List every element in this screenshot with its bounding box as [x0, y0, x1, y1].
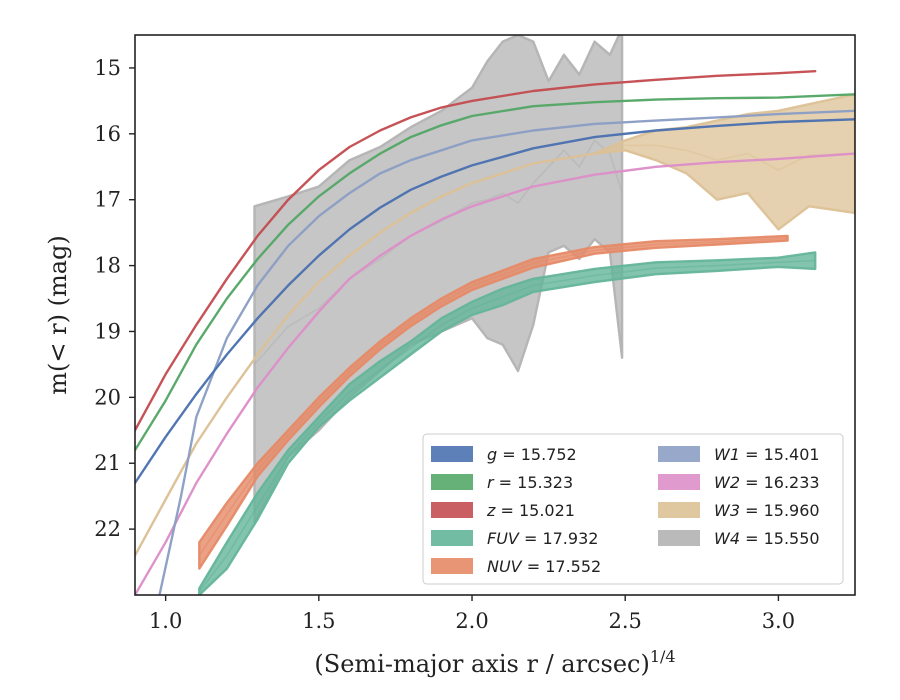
legend-swatch-w4 [658, 530, 700, 546]
x-axis-ticks: 1.0 1.5 2.0 2.5 3.0 [149, 595, 795, 633]
x-tick-label: 3.0 [762, 609, 795, 633]
series-line-fuv [198, 259, 816, 593]
series-line-z [135, 70, 816, 431]
y-tick-label: 15 [94, 56, 121, 80]
legend-label-r: r = 15.323 [487, 473, 573, 492]
series-band-nuv [198, 234, 789, 570]
legend-swatch-g [431, 446, 473, 462]
series-line-r [135, 93, 855, 451]
x-tick-label: 2.0 [455, 609, 488, 633]
y-axis-ticks: 15 16 17 18 19 20 21 22 [94, 56, 135, 541]
series-line-w2 [135, 152, 855, 595]
y-tick-label: 21 [94, 451, 121, 475]
legend-label-w2: W2 = 16.233 [714, 473, 820, 492]
plot-frame [134, 34, 856, 596]
legend-swatch-fuv [431, 530, 473, 546]
legend-label-w1: W1 = 15.401 [714, 445, 820, 464]
series-line-nuv [198, 237, 788, 556]
series-line-w1 [158, 110, 855, 595]
y-tick-label: 18 [94, 254, 121, 278]
legend-swatch-nuv [431, 558, 473, 574]
series-band-fuv [198, 251, 817, 595]
x-axis-label: (Semi-major axis r / arcsec)1/4 [314, 647, 675, 678]
y-tick-label: 19 [94, 319, 121, 343]
legend-label-g: g = 15.752 [487, 445, 577, 464]
y-tick-label: 17 [94, 188, 121, 212]
legend-swatch-r [431, 474, 473, 490]
x-tick-label: 1.5 [302, 609, 335, 633]
x-tick-label: 2.5 [609, 609, 642, 633]
legend-swatch-w2 [658, 474, 700, 490]
legend-label-w4: W4 = 15.550 [714, 529, 820, 548]
legend-swatch-z [431, 502, 473, 518]
legend-label-z: z = 15.021 [486, 501, 575, 520]
series-line-w3 [135, 144, 855, 556]
legend-label-w3: W3 = 15.960 [714, 501, 820, 520]
series-layer [135, 35, 855, 595]
y-tick-label: 20 [94, 385, 121, 409]
series-line-g [135, 118, 855, 484]
y-tick-label: 16 [94, 122, 121, 146]
legend-label-nuv: NUV = 17.552 [487, 557, 601, 576]
legend-swatch-w1 [658, 446, 700, 462]
legend-items: g = 15.752 r = 15.323 z = 15.021 FUV = 17.9… [431, 445, 820, 576]
legend: g = 15.752 r = 15.323 z = 15.021 FUV = 17.9… [422, 433, 844, 585]
legend-label-fuv: FUV = 17.932 [487, 529, 598, 548]
y-tick-label: 22 [94, 517, 121, 541]
legend-swatch-w3 [658, 502, 700, 518]
legend-box [422, 433, 844, 585]
x-tick-label: 1.0 [149, 609, 182, 633]
y-axis-label: m(< r) (mag) [44, 235, 72, 394]
